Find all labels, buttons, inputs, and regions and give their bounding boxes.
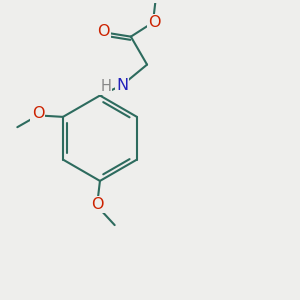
Text: O: O: [148, 15, 161, 30]
Text: H: H: [100, 79, 111, 94]
Text: O: O: [32, 106, 44, 122]
Text: O: O: [91, 197, 103, 212]
Text: N: N: [116, 78, 128, 93]
Text: O: O: [97, 24, 110, 39]
